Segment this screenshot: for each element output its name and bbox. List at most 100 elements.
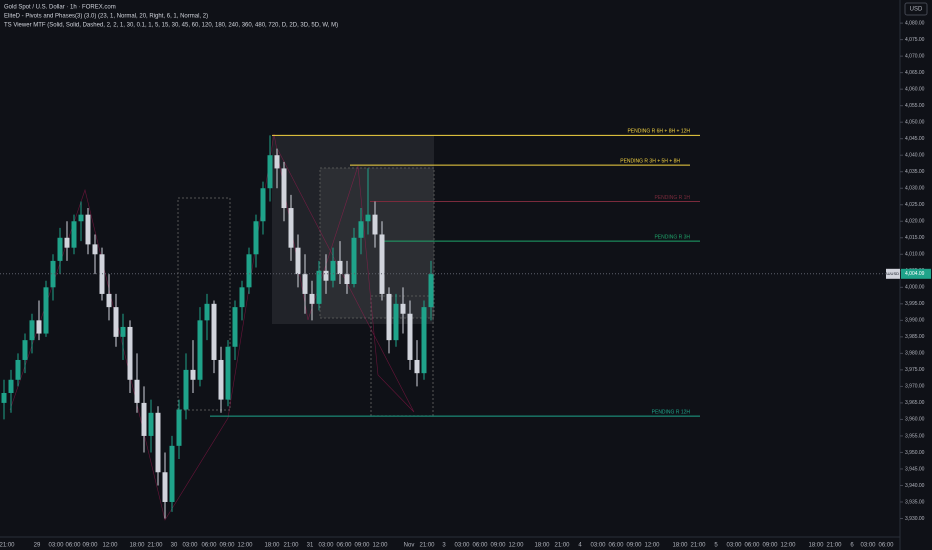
x-tick-label: 12:00 xyxy=(508,543,524,549)
x-tick-label: 09:00 xyxy=(219,543,235,549)
y-tick-label: 4,020.00 xyxy=(905,219,925,225)
y-tick-label: 3,970.00 xyxy=(905,384,925,390)
y-tick-label: 4,055.00 xyxy=(905,103,925,109)
candle-body xyxy=(316,270,322,304)
x-tick-label: 12:00 xyxy=(780,543,796,549)
candle-body xyxy=(176,409,182,446)
candle-body xyxy=(281,168,287,209)
candle-body xyxy=(246,254,252,288)
candle-body xyxy=(407,313,413,360)
candle-body xyxy=(428,274,434,308)
x-tick-label: 12:00 xyxy=(102,543,118,549)
x-tick-label: 18:00 xyxy=(534,543,550,549)
candle-body xyxy=(29,320,35,341)
x-tick-label: 03:00 xyxy=(726,543,742,549)
currency[interactable]: USD xyxy=(910,7,923,13)
candle-body xyxy=(309,293,315,304)
candle-body xyxy=(344,274,350,285)
x-tick-label: 09:00 xyxy=(762,543,778,549)
candle-body xyxy=(351,237,357,285)
x-tick-label: 31 xyxy=(307,543,314,549)
x-tick-label: 12:00 xyxy=(644,543,660,549)
x-tick-label: 06:00 xyxy=(65,543,81,549)
level-label: PENDING R 1H xyxy=(654,195,690,201)
candle-body xyxy=(78,214,84,222)
candle-body xyxy=(71,221,77,248)
x-tick-label: 30 xyxy=(171,543,178,549)
candle-body xyxy=(274,155,280,169)
candle-body xyxy=(400,303,406,314)
x-tick-label: 21:00 xyxy=(826,543,842,549)
x-tick-label: Nov xyxy=(404,543,415,549)
zone-box xyxy=(177,197,231,411)
y-tick-label: 4,080.00 xyxy=(905,20,925,26)
last-price-box xyxy=(901,268,931,279)
x-tick-label: 6 xyxy=(850,543,854,549)
x-tick-label: 12:00 xyxy=(237,543,253,549)
candle-body xyxy=(113,307,119,337)
x-tick-label: 21:00 xyxy=(690,543,706,549)
x-tick-label: 18:00 xyxy=(808,543,824,549)
candle-body xyxy=(134,379,140,403)
candle-body xyxy=(183,369,189,410)
x-tick-label: 21:00 xyxy=(0,543,15,549)
candle-body xyxy=(92,244,98,255)
y-tick-label: 3,965.00 xyxy=(905,400,925,406)
x-tick-label: 03:00 xyxy=(860,543,876,549)
x-tick-label: 03:00 xyxy=(182,543,198,549)
x-tick-label: 09:00 xyxy=(626,543,642,549)
candle-body xyxy=(337,260,343,275)
symbol-tag: XAUUSD xyxy=(882,271,899,276)
candle-body xyxy=(57,237,63,261)
x-tick-label: 18:00 xyxy=(672,543,688,549)
candle-body xyxy=(141,402,147,436)
x-tick-label: 21:00 xyxy=(554,543,570,549)
indicator-label: EliteD - Pivots and Phases(3) (3.0) (23,… xyxy=(4,14,208,20)
level-label: PENDING R 6H + 8H + 12H xyxy=(627,129,690,135)
candle-body xyxy=(15,359,21,380)
last-price: 4,004.09 xyxy=(905,271,925,277)
y-tick-label: 3,975.00 xyxy=(905,367,925,373)
candle-body xyxy=(253,221,259,255)
candle-body xyxy=(330,260,336,281)
y-tick-label: 4,050.00 xyxy=(905,120,925,126)
candle-body xyxy=(218,359,224,400)
candle-body xyxy=(120,326,126,337)
candle-body xyxy=(169,445,175,502)
y-tick-label: 3,940.00 xyxy=(905,483,925,489)
candle-body xyxy=(372,214,378,235)
currency-box[interactable] xyxy=(904,2,928,16)
x-tick-label: 5 xyxy=(714,543,718,549)
x-tick-label: 18:00 xyxy=(129,543,145,549)
y-tick-label: 4,025.00 xyxy=(905,202,925,208)
candle-body xyxy=(190,369,196,380)
y-tick-label: 3,935.00 xyxy=(905,499,925,505)
y-tick-label: 4,060.00 xyxy=(905,86,925,92)
x-tick-label: 09:00 xyxy=(490,543,506,549)
x-tick-label: 03:00 xyxy=(454,543,470,549)
y-tick-label: 3,985.00 xyxy=(905,334,925,340)
candle-body xyxy=(162,472,168,502)
y-tick-label: 3,960.00 xyxy=(905,417,925,423)
symbol-title: Gold Spot / U.S. Dollar · 1h · FOREX.com xyxy=(4,5,116,11)
y-tick-label: 3,950.00 xyxy=(905,450,925,456)
candle-body xyxy=(8,379,14,393)
x-tick-label: 09:00 xyxy=(82,543,98,549)
candle-body xyxy=(155,412,161,473)
candle-body xyxy=(414,359,420,374)
x-tick-label: 12:00 xyxy=(372,543,388,549)
candle-body xyxy=(302,274,308,294)
y-tick-label: 3,980.00 xyxy=(905,351,925,357)
candle-body xyxy=(1,392,7,403)
x-tick-label: 03:00 xyxy=(590,543,606,549)
indicator-label: TS Viewer MTF (Solid, Solid, Dashed, 2, … xyxy=(4,23,338,29)
candle-body xyxy=(295,247,301,275)
candle-body xyxy=(197,320,203,380)
y-tick-label: 3,990.00 xyxy=(905,318,925,324)
x-tick-label: 06:00 xyxy=(878,543,894,549)
y-tick-label: 3,955.00 xyxy=(905,433,925,439)
level-label: PENDING R 3H xyxy=(654,234,690,240)
x-tick-label: 06:00 xyxy=(336,543,352,549)
